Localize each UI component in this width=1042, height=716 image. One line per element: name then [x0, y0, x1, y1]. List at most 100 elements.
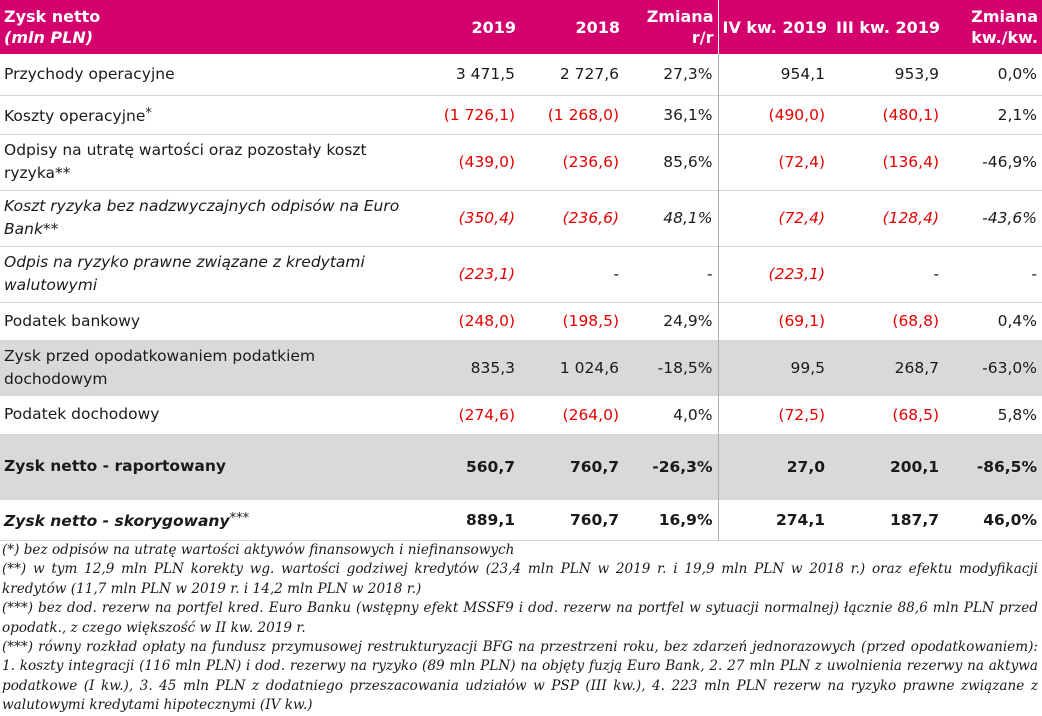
row-label: Przychody operacyjne — [0, 54, 417, 95]
cell-q3: 953,9 — [894, 65, 939, 84]
cell-qoq: -43,6% — [982, 209, 1037, 227]
cell-v2019: (1 726,1) — [443, 105, 515, 124]
cell-yoy: 36,1% — [663, 105, 713, 124]
cell-q4: 99,5 — [717, 340, 830, 395]
table-row: Odpis na ryzyko prawne związane z kredyt… — [0, 246, 1042, 302]
cell-q4: (72,4) — [717, 190, 830, 246]
cell-v2018: 1 024,6 — [559, 358, 619, 377]
cell-v2019: 560,7 — [465, 457, 515, 476]
cell-v2018: (1 268,0) — [547, 105, 619, 124]
cell-qoq: - — [1031, 265, 1037, 283]
cell-yoy: 48,1% — [663, 209, 713, 227]
cell-v2018: 2 727,6 — [559, 65, 619, 84]
header-change-yoy: Zmiana r/r — [624, 0, 718, 54]
row-label-text: Koszty operacyjne — [4, 106, 146, 125]
cell-q4: 27,0 — [717, 434, 830, 499]
header-2018: 2018 — [575, 17, 620, 37]
table-header: Zysk netto (mln PLN) 2019 2018 Zmiana r/… — [0, 0, 1042, 54]
cell-qoq: 0,0% — [997, 65, 1037, 84]
cell-v2019: (274,6) — [458, 405, 515, 424]
cell-yoy: 24,9% — [663, 312, 713, 330]
cell-v2019: 3 471,5 — [455, 65, 515, 84]
cell-yoy: 16,9% — [658, 510, 713, 529]
row-label-text: Podatek bankowy — [4, 311, 141, 330]
row-label: Zysk przed opodatkowaniem podatkiem doch… — [0, 340, 417, 395]
cell-q3: 268,7 — [894, 358, 939, 377]
row-footnote-marker: *** — [229, 510, 250, 526]
row-label-text: Odpis na ryzyko prawne związane z kredyt… — [4, 253, 365, 294]
cell-yoy: 4,0% — [673, 405, 713, 424]
header-label: Zysk netto (mln PLN) — [0, 0, 417, 54]
cell-qoq: 2,1% — [997, 105, 1037, 124]
header-unit: (mln PLN) — [4, 28, 94, 47]
footnotes: (*) bez odpisów na utratę wartości aktyw… — [2, 541, 1038, 716]
row-label-text: Zysk netto - skorygowany — [4, 511, 230, 530]
cell-v2019: (350,4) — [458, 209, 515, 227]
cell-q4: (490,0) — [717, 95, 830, 134]
cell-v2019: (439,0) — [458, 153, 515, 171]
cell-yoy: - — [706, 265, 713, 283]
header-change-qoq: Zmiana kw./kw. — [944, 0, 1042, 54]
table-row: Koszt ryzyka bez nadzwyczajnych odpisów … — [0, 190, 1042, 246]
footnote: (***) równy rozkład opłaty na fundusz pr… — [2, 639, 1038, 714]
table-row: Podatek bankowy (248,0) (198,5) 24,9% (69,1)… — [0, 302, 1042, 340]
header-change-yoy-line1: Zmiana — [646, 7, 714, 26]
header-2019: 2019 — [471, 17, 516, 37]
cell-v2019: (248,0) — [458, 312, 515, 330]
cell-qoq: -86,5% — [976, 457, 1037, 476]
cell-yoy: -18,5% — [657, 358, 713, 377]
cell-q3: (136,4) — [882, 153, 939, 171]
row-label: Podatek bankowy — [0, 302, 417, 340]
net-profit-table: Zysk netto (mln PLN) 2019 2018 Zmiana r/… — [0, 0, 1042, 540]
table-row: Podatek dochodowy (274,6) (264,0) 4,0% (72,5… — [0, 395, 1042, 434]
row-label: Zysk netto - skorygowany*** — [0, 499, 417, 540]
cell-yoy: -26,3% — [652, 457, 713, 476]
cell-qoq: 46,0% — [983, 510, 1037, 529]
cell-v2018: (264,0) — [562, 405, 619, 424]
footnote: (***) bez dod. rezerw na portfel kred. E… — [2, 600, 1038, 636]
cell-yoy: 27,3% — [663, 65, 713, 84]
row-label: Podatek dochodowy — [0, 395, 417, 434]
cell-qoq: -46,9% — [982, 153, 1037, 171]
cell-v2018: (236,6) — [562, 209, 619, 227]
table-row: Odpisy na utratę wartości oraz pozostały… — [0, 134, 1042, 190]
row-label: Odpisy na utratę wartości oraz pozostały… — [0, 134, 417, 190]
cell-v2018: 760,7 — [569, 457, 619, 476]
cell-qoq: -63,0% — [982, 358, 1037, 377]
header-change-qoq-line2: kw./kw. — [971, 28, 1038, 47]
row-label-text: Zysk przed opodatkowaniem podatkiem doch… — [4, 346, 316, 388]
row-label-text: Podatek dochodowy — [4, 405, 160, 423]
cell-q4: 274,1 — [717, 499, 830, 540]
header-change-yoy-line2: r/r — [691, 28, 714, 47]
cell-q3: 187,7 — [889, 510, 939, 529]
header-change-qoq-line1: Zmiana — [971, 7, 1038, 26]
cell-v2018: (198,5) — [562, 312, 619, 330]
cell-v2018: (236,6) — [562, 153, 619, 171]
cell-q4: 954,1 — [717, 54, 830, 95]
cell-v2019: 889,1 — [465, 510, 515, 529]
row-label-text: Odpisy na utratę wartości oraz pozostały… — [4, 141, 367, 182]
table-row: Przychody operacyjne 3 471,5 2 727,6 27,3% 9… — [0, 54, 1042, 95]
table-row: Zysk przed opodatkowaniem podatkiem doch… — [0, 340, 1042, 395]
cell-v2019: (223,1) — [458, 265, 515, 283]
cell-yoy: 85,6% — [663, 153, 713, 171]
row-label: Odpis na ryzyko prawne związane z kredyt… — [0, 246, 417, 302]
row-label: Koszt ryzyka bez nadzwyczajnych odpisów … — [0, 190, 417, 246]
cell-v2018: 760,7 — [569, 510, 619, 529]
cell-q4: (72,5) — [717, 395, 830, 434]
cell-v2018: - — [613, 265, 619, 283]
cell-q4: (69,1) — [717, 302, 830, 340]
table-row: Zysk netto - raportowany 560,7 760,7 -26,3%… — [0, 434, 1042, 499]
header-q3-2019: III kw. 2019 — [835, 17, 940, 37]
table-row: Koszty operacyjne* (1 726,1) (1 268,0) 36,1… — [0, 95, 1042, 134]
row-footnote-marker: * — [145, 105, 152, 121]
cell-qoq: 5,8% — [997, 405, 1037, 424]
footnote: (*) bez odpisów na utratę wartości aktyw… — [2, 542, 515, 558]
cell-q3: (128,4) — [882, 209, 939, 227]
header-title: Zysk netto — [4, 7, 101, 26]
cell-qoq: 0,4% — [997, 312, 1037, 330]
row-label-text: Koszt ryzyka bez nadzwyczajnych odpisów … — [4, 197, 400, 238]
cell-q3: - — [933, 265, 939, 283]
table-row: Zysk netto - skorygowany*** 889,1 760,7 16,… — [0, 499, 1042, 540]
footnote: (**) w tym 12,9 mln PLN korekty wg. wart… — [2, 561, 1038, 597]
